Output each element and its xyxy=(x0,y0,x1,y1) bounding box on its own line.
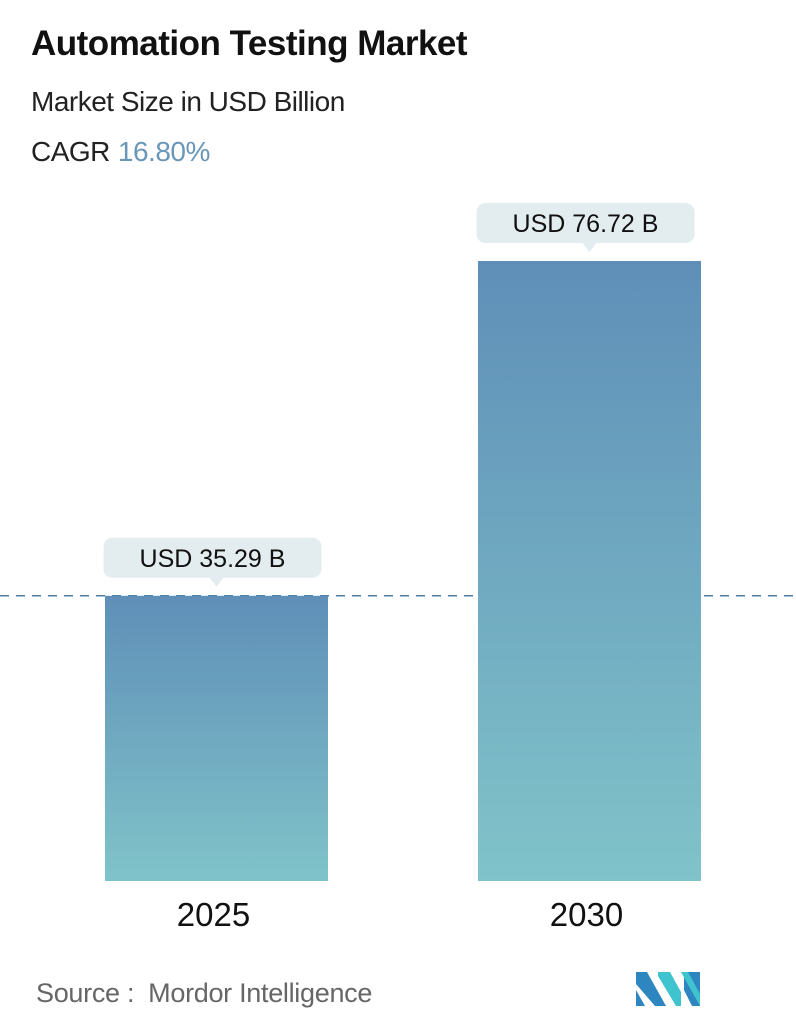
cagr-label: CAGR xyxy=(31,136,110,167)
mordor-intelligence-logo xyxy=(636,972,700,1006)
data-label: USD 35.29 B xyxy=(140,545,286,573)
cagr-line: CAGR 16.80% xyxy=(31,136,210,168)
source-label: Source : xyxy=(36,978,135,1008)
bar-2025 xyxy=(105,595,328,881)
source-text: Source : Mordor Intelligence xyxy=(36,978,372,1009)
x-tick-label: 2025 xyxy=(177,896,250,933)
data-label: USD 76.72 B xyxy=(513,210,659,238)
source-name: Mordor Intelligence xyxy=(148,978,373,1008)
chart-subtitle: Market Size in USD Billion xyxy=(31,86,345,117)
x-tick-label: 2030 xyxy=(550,896,623,933)
data-label-bubble xyxy=(476,203,695,252)
bar-2030 xyxy=(478,261,701,881)
chart-title: Automation Testing Market xyxy=(31,24,468,63)
cagr-value: 16.80% xyxy=(117,136,210,167)
data-label-bubble xyxy=(103,537,322,587)
bar-chart: USD 35.29 B 2025 USD 76.72 B 2030 xyxy=(0,203,796,933)
